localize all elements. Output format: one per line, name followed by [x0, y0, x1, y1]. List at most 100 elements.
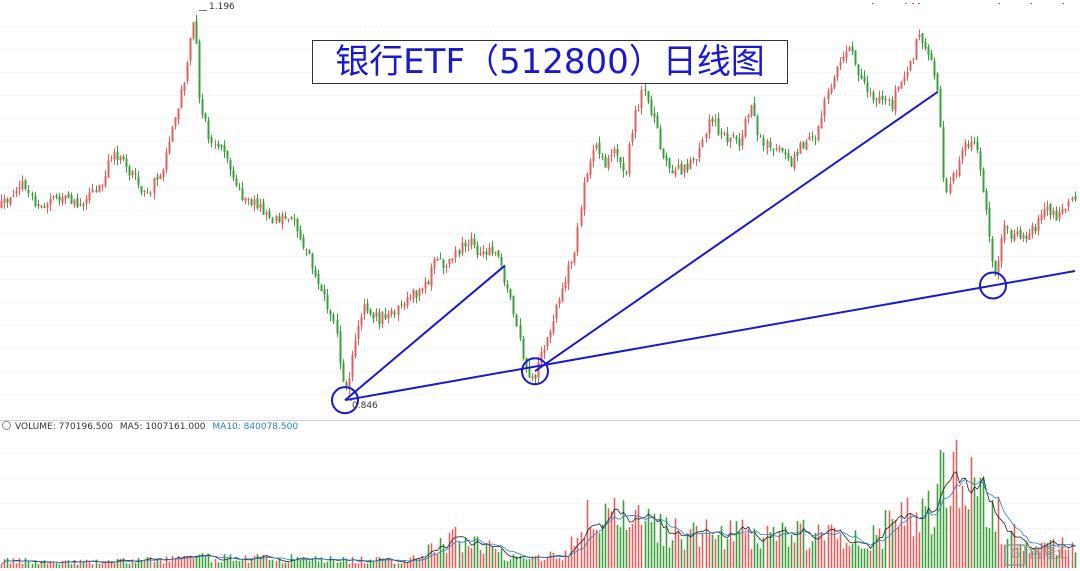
candle-body — [183, 83, 186, 91]
volume-bar — [644, 520, 647, 568]
candle-body — [436, 258, 439, 261]
candle-body — [186, 62, 189, 82]
candle-body — [674, 169, 677, 175]
candle-body — [820, 117, 823, 129]
trendline — [344, 264, 506, 401]
candle-body — [470, 238, 473, 246]
volume-bar — [436, 553, 439, 568]
volume-bar — [589, 527, 592, 568]
volume-bar — [6, 557, 9, 568]
volume-bar — [665, 517, 668, 568]
candle-body — [293, 219, 296, 221]
candle-body — [27, 189, 30, 194]
volume-bar — [512, 554, 515, 568]
volume-bar — [689, 529, 692, 568]
volume-bar — [238, 561, 241, 568]
candle-body — [653, 113, 656, 118]
candle-body — [482, 251, 485, 254]
volume-bar — [939, 449, 942, 568]
volume-bar — [894, 519, 897, 568]
candle-body — [735, 136, 738, 140]
volume-bar — [656, 542, 659, 568]
volume-bar — [241, 559, 244, 568]
volume-bar — [616, 524, 619, 568]
volume-bar — [711, 534, 714, 568]
volume-bar — [848, 546, 851, 568]
candle-body — [970, 142, 973, 149]
trendline — [534, 90, 939, 373]
candle-body — [659, 128, 662, 149]
volume-bar — [857, 545, 860, 568]
candle-body — [140, 186, 143, 193]
volume-bar — [265, 555, 268, 568]
candle-body — [698, 147, 701, 158]
ma10-value: MA10: 840078.500 — [212, 422, 299, 432]
volume-bar — [70, 564, 73, 568]
volume-bar — [918, 532, 921, 568]
candle-body — [805, 141, 808, 151]
volume-bar — [888, 510, 891, 568]
volume-bar — [454, 526, 457, 568]
candle-body — [61, 197, 64, 203]
volume-bar — [1022, 551, 1025, 568]
volume-bar — [1052, 538, 1055, 568]
candle-body — [9, 197, 12, 205]
volume-bar — [677, 532, 680, 568]
volume-bar — [787, 546, 790, 568]
volume-bar — [201, 553, 204, 568]
volume-bar — [897, 526, 900, 568]
volume-bar — [162, 563, 165, 568]
candle-body — [522, 338, 525, 359]
volume-bar — [802, 519, 805, 568]
candle-body — [390, 310, 393, 315]
volume-bar — [293, 559, 296, 568]
volume-bar — [9, 563, 12, 568]
volume-bar — [964, 505, 967, 568]
volume-bar — [397, 563, 400, 568]
candle-body — [958, 160, 961, 176]
volume-bar — [564, 550, 567, 568]
candle-body — [207, 120, 210, 140]
volume-bar — [903, 525, 906, 568]
candle-body — [961, 149, 964, 160]
volume-bar — [842, 548, 845, 568]
volume-bar — [485, 542, 488, 568]
volume-bar — [921, 498, 924, 568]
top-tick-mark — [1062, 3, 1064, 4]
candle-body — [262, 202, 265, 215]
candle-body — [549, 331, 552, 338]
extreme-markers — [199, 3, 1064, 401]
candle-body — [830, 87, 833, 93]
volume-bar — [311, 557, 314, 568]
volume-bar — [540, 561, 543, 568]
candle-body — [107, 160, 110, 178]
volume-bar — [1071, 542, 1074, 568]
volume-bar — [226, 558, 229, 568]
volume-bar — [500, 548, 503, 568]
candle-body — [40, 205, 43, 208]
candle-body — [701, 139, 704, 148]
candle-body — [268, 210, 271, 218]
volume-bar — [128, 564, 131, 568]
candle-body — [223, 145, 226, 152]
candle-body — [860, 74, 863, 79]
candle-body — [31, 193, 34, 196]
volume-bar — [360, 556, 363, 568]
volume-bar — [851, 543, 854, 568]
ma5-value: MA5: 1007161.000 — [119, 422, 206, 432]
candle-body — [580, 208, 583, 226]
candle-body — [256, 198, 259, 209]
candle-body — [336, 319, 339, 334]
candle-body — [299, 229, 302, 240]
candle-body — [91, 189, 94, 193]
candle-body — [949, 183, 952, 193]
volume-bar — [1019, 544, 1022, 568]
volume-bar — [345, 558, 348, 568]
candle-body — [750, 105, 753, 116]
settings-circle-icon[interactable] — [2, 421, 11, 430]
candle-body — [976, 141, 979, 151]
volume-bar — [1025, 542, 1028, 568]
volume-bar — [830, 524, 833, 568]
candle-body — [766, 141, 769, 149]
